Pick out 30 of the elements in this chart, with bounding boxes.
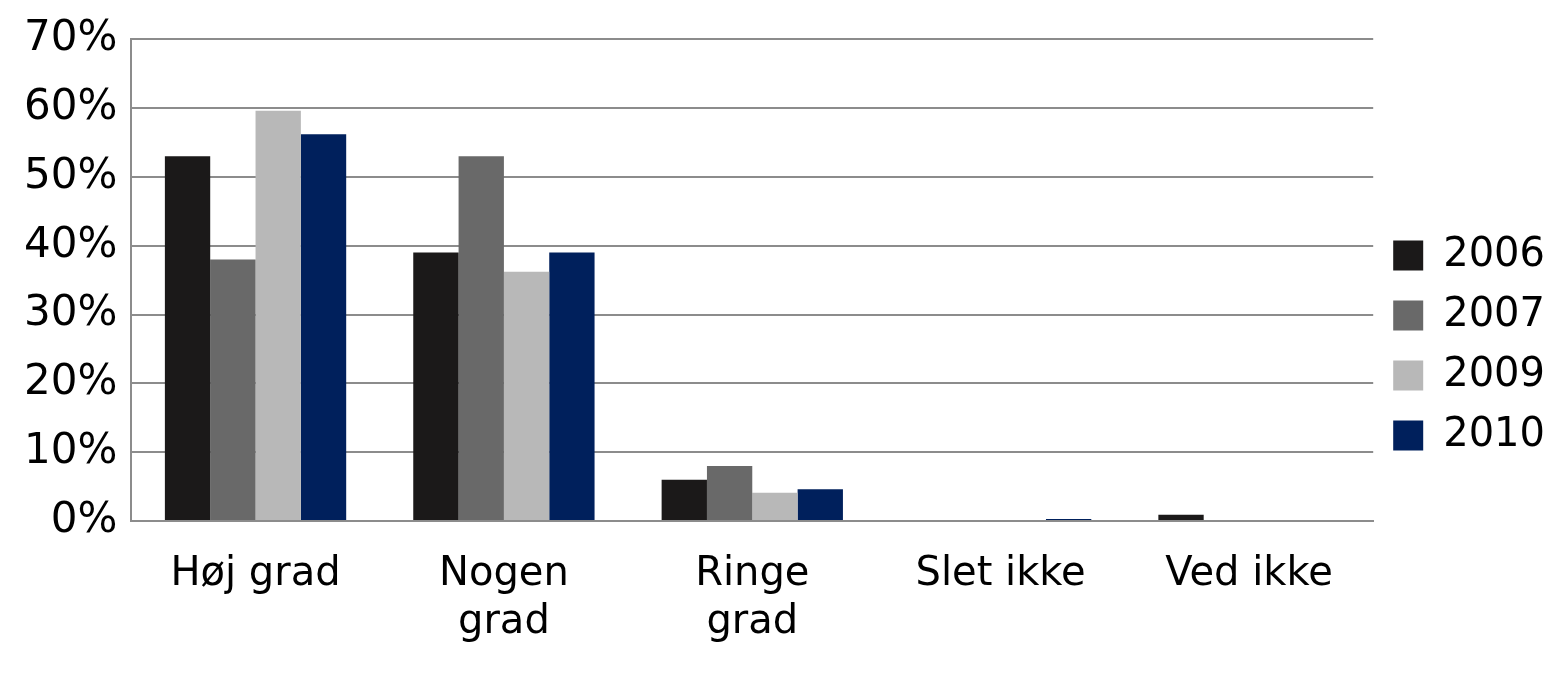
bar — [164, 156, 211, 520]
legend-label: 2007 — [1443, 288, 1545, 335]
bar — [706, 465, 753, 520]
legend-label: 2010 — [1443, 408, 1545, 455]
bar — [255, 110, 301, 520]
y-tick-label: 0% — [50, 492, 118, 542]
x-tick-label: Ved ikke — [1165, 548, 1333, 595]
bar — [458, 156, 504, 520]
x-tick-label: Høj grad — [170, 548, 341, 595]
bar — [752, 492, 798, 520]
bar — [413, 252, 459, 520]
bar — [300, 134, 347, 520]
y-tick-label: 50% — [23, 148, 118, 198]
y-tick-label: 40% — [23, 217, 118, 267]
y-tick-label: 60% — [23, 79, 118, 129]
x-tick-label: Nogen grad — [439, 548, 569, 643]
legend-label: 2006 — [1443, 228, 1545, 275]
y-tick-label: 20% — [23, 355, 118, 405]
bar — [503, 271, 550, 520]
legend-label: 2009 — [1443, 348, 1545, 395]
y-tick-label: 70% — [23, 11, 118, 61]
y-tick-label: 10% — [23, 424, 118, 474]
bar — [549, 252, 595, 520]
bar — [661, 479, 707, 520]
x-tick-label: Ringe grad — [695, 548, 810, 643]
y-tick-label: 30% — [23, 286, 118, 336]
x-tick-label: Slet ikke — [915, 548, 1086, 595]
bar — [210, 259, 256, 520]
bar — [1158, 514, 1204, 520]
bar — [797, 489, 843, 520]
